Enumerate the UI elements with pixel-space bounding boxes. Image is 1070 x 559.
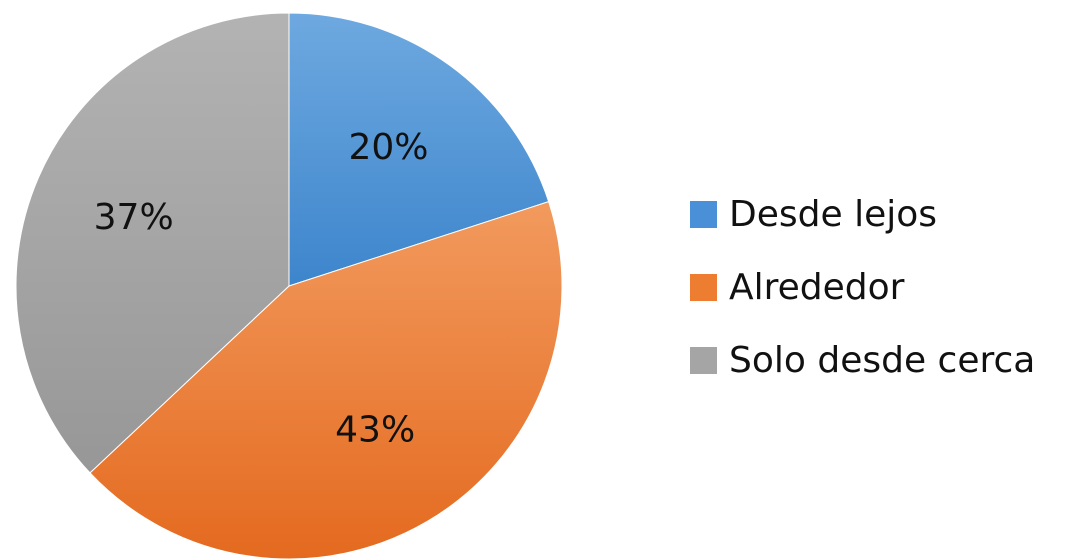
- pie-slice-label: 20%: [348, 127, 428, 168]
- legend-label: Solo desde cerca: [729, 339, 1036, 381]
- legend-item: Alrededor: [690, 263, 1060, 311]
- pie-slice-label: 37%: [94, 197, 174, 238]
- legend-item: Desde lejos: [690, 190, 1060, 238]
- pie-slice-label: 43%: [335, 410, 415, 451]
- pie-slice-alrededor: [89, 201, 563, 559]
- legend-item: Solo desde cerca: [690, 336, 1060, 384]
- pie-slice-desde-lejos: [288, 12, 550, 287]
- legend-swatch: [690, 200, 717, 228]
- legend-swatch: [690, 346, 717, 374]
- legend-swatch: [690, 273, 717, 301]
- pie-slice-solo-desde-cerca: [15, 12, 290, 474]
- legend: Desde lejos Alrededor Solo desde cerca: [690, 190, 1060, 409]
- legend-label: Desde lejos: [729, 193, 938, 235]
- legend-label: Alrededor: [729, 266, 905, 308]
